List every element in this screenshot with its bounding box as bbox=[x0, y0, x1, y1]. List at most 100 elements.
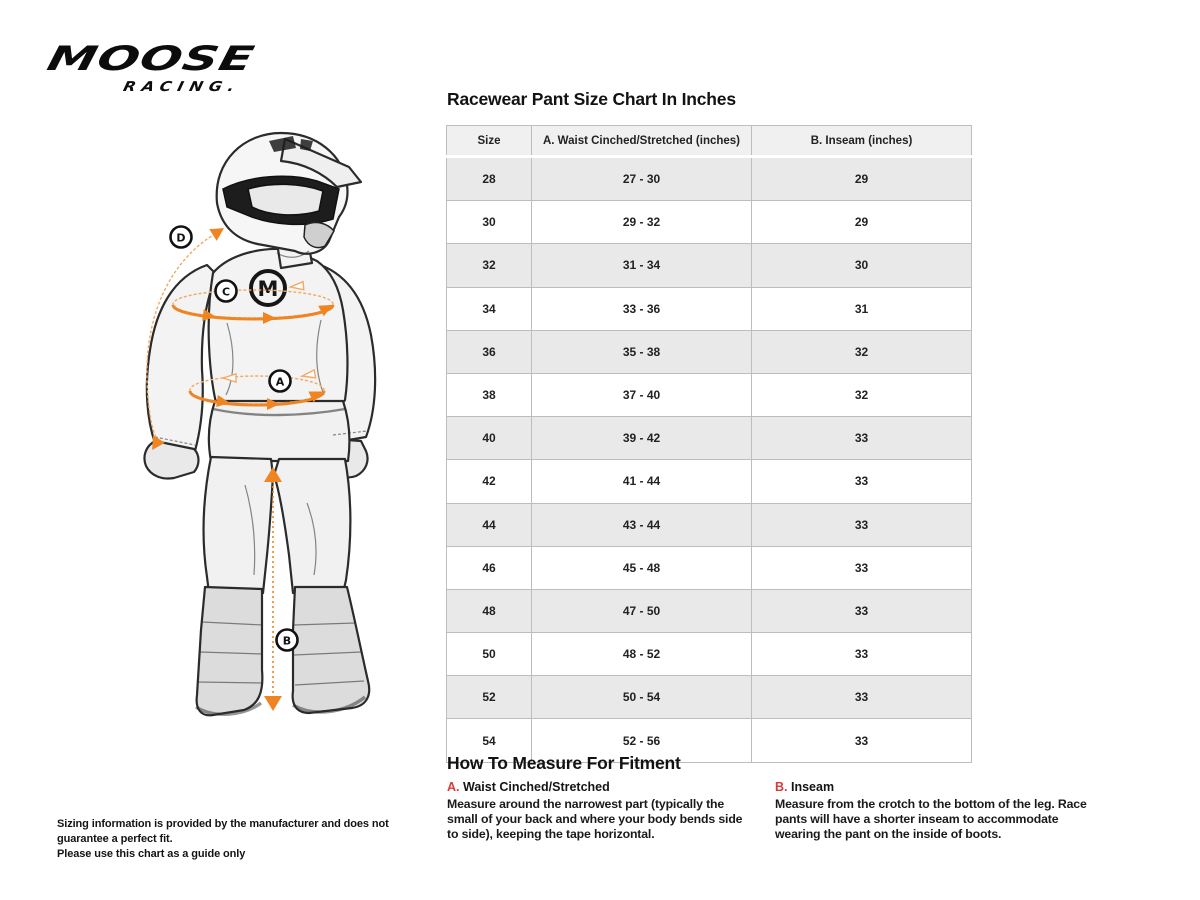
rider-jersey-torso bbox=[207, 247, 349, 409]
marker-a: A bbox=[268, 369, 292, 393]
inseam-cell: 31 bbox=[751, 286, 972, 331]
marker-b-letter: B bbox=[283, 635, 291, 648]
inseam-cell: 33 bbox=[751, 459, 972, 504]
inseam-cell: 33 bbox=[751, 545, 972, 590]
table-row: 40 39 - 42 33 bbox=[446, 416, 972, 461]
column-header-waist: A. Waist Cinched/Stretched (inches) bbox=[531, 125, 752, 158]
jersey-moose-logo-letter: M bbox=[258, 277, 279, 301]
table-row: 48 47 - 50 33 bbox=[446, 588, 972, 634]
waist-cell: 31 - 34 bbox=[531, 243, 752, 288]
table-row: 38 37 - 40 32 bbox=[446, 372, 972, 418]
marker-c-letter: C bbox=[222, 286, 230, 299]
table-row: 54 52 - 56 33 bbox=[446, 718, 972, 763]
disclaimer-line-2: Please use this chart as a guide only bbox=[57, 848, 246, 860]
rider-goggle-lens bbox=[247, 183, 324, 216]
disclaimer: Sizing information is provided by the ma… bbox=[57, 817, 437, 862]
boot-strap-left-2 bbox=[199, 651, 264, 655]
measure-description-b: Measure from the crotch to the bottom of… bbox=[775, 797, 1087, 841]
waist-measure-overlay bbox=[188, 368, 326, 410]
measure-letter-a: A. bbox=[447, 780, 460, 794]
inseam-cell: 33 bbox=[751, 675, 972, 720]
rider-left-leg bbox=[202, 455, 275, 595]
size-cell: 30 bbox=[446, 200, 532, 245]
boot-strap-right-1 bbox=[293, 622, 356, 626]
measure-item-waist-label: A. Waist Cinched/Stretched bbox=[447, 780, 747, 794]
marker-d-letter: D bbox=[176, 232, 185, 245]
rider-pants-hips bbox=[207, 399, 351, 463]
inseam-cell: 32 bbox=[751, 329, 972, 374]
size-cell: 36 bbox=[446, 329, 532, 374]
how-to-measure-title: How To Measure For Fitment bbox=[447, 753, 681, 773]
rider-measurement-illustration: M bbox=[55, 125, 435, 745]
table-row: 42 41 - 44 33 bbox=[446, 459, 972, 504]
waist-cell: 27 - 30 bbox=[531, 155, 752, 202]
table-row: 44 43 - 44 33 bbox=[446, 502, 972, 547]
measure-letter-b: B. bbox=[775, 780, 788, 794]
size-table-body: 28 27 - 30 29 30 29 - 32 29 32 31 - 34 30 34 33 - … bbox=[446, 155, 972, 763]
waist-cell: 41 - 44 bbox=[531, 459, 752, 504]
rider-left-boot bbox=[195, 585, 264, 717]
jersey-collar-seam bbox=[276, 250, 310, 258]
measure-description-a: Measure around the narrowest part (typic… bbox=[447, 797, 743, 841]
boot-strap-left-3 bbox=[197, 681, 262, 684]
size-cell: 38 bbox=[446, 372, 532, 418]
table-row: 36 35 - 38 32 bbox=[446, 329, 972, 374]
size-cell: 46 bbox=[446, 545, 532, 590]
rider-right-leg bbox=[272, 457, 352, 595]
waist-cell: 39 - 42 bbox=[531, 416, 752, 461]
waist-cell: 35 - 38 bbox=[531, 329, 752, 374]
rider-left-glove bbox=[143, 439, 200, 480]
table-row: 52 50 - 54 33 bbox=[446, 675, 972, 720]
cuff-stitch-left bbox=[154, 436, 196, 446]
brand-sub-wordmark: RACING. bbox=[121, 78, 242, 95]
measure-item-inseam: B. Inseam Measure from the crotch to the… bbox=[775, 780, 1087, 841]
brand-wordmark: MOOSE bbox=[43, 39, 259, 79]
rider-figure-svg: M bbox=[143, 131, 377, 717]
waist-cell: 47 - 50 bbox=[531, 588, 752, 634]
table-row: 32 31 - 34 30 bbox=[446, 243, 972, 288]
cuff-stitch-right bbox=[332, 430, 368, 436]
size-chart-table: Size A. Waist Cinched/Stretched (inches)… bbox=[446, 125, 972, 763]
table-row: 46 45 - 48 33 bbox=[446, 545, 972, 590]
table-row: 50 48 - 52 33 bbox=[446, 632, 972, 677]
disclaimer-line-1: Sizing information is provided by the ma… bbox=[57, 818, 389, 845]
waist-cell: 48 - 52 bbox=[531, 632, 752, 677]
waist-cell: 52 - 56 bbox=[531, 718, 752, 763]
boot-strap-left-1 bbox=[201, 621, 264, 626]
waist-cell: 29 - 32 bbox=[531, 200, 752, 245]
size-cell: 50 bbox=[446, 632, 532, 677]
inseam-cell: 33 bbox=[751, 718, 972, 763]
pants-seam-left bbox=[244, 484, 256, 576]
inseam-cell: 33 bbox=[751, 416, 972, 461]
marker-b: B bbox=[275, 628, 299, 652]
size-cell: 32 bbox=[446, 243, 532, 288]
size-cell: 52 bbox=[446, 675, 532, 720]
inseam-cell: 30 bbox=[751, 243, 972, 288]
boot-strap-right-3 bbox=[294, 680, 365, 686]
waist-cell: 33 - 36 bbox=[531, 286, 752, 331]
rider-helmet-peak bbox=[279, 137, 363, 189]
pants-seam-right bbox=[306, 502, 317, 576]
size-cell: 44 bbox=[446, 502, 532, 547]
measure-item-inseam-label: B. Inseam bbox=[775, 780, 1087, 794]
size-cell: 42 bbox=[446, 459, 532, 504]
measure-label-text-b: Inseam bbox=[790, 780, 835, 794]
marker-a-letter: A bbox=[276, 376, 285, 389]
measure-item-waist: A. Waist Cinched/Stretched Measure aroun… bbox=[447, 780, 747, 841]
rider-right-boot bbox=[291, 585, 371, 715]
boot-strap-right-2 bbox=[293, 651, 362, 656]
table-row: 34 33 - 36 31 bbox=[446, 286, 972, 331]
sleeve-measure-overlay bbox=[146, 228, 225, 451]
measure-label-text-a: Waist Cinched/Stretched bbox=[462, 780, 610, 794]
inseam-cell: 29 bbox=[751, 155, 972, 202]
waist-cell: 37 - 40 bbox=[531, 372, 752, 418]
column-header-inseam: B. Inseam (inches) bbox=[751, 125, 972, 158]
size-chart-title: Racewear Pant Size Chart In Inches bbox=[447, 89, 736, 109]
marker-c: C bbox=[214, 279, 238, 303]
inseam-measure-overlay bbox=[264, 467, 282, 711]
jersey-side-seam-left bbox=[225, 322, 234, 396]
size-cell: 48 bbox=[446, 588, 532, 634]
rider-chin-guard bbox=[303, 221, 335, 249]
size-cell: 34 bbox=[446, 286, 532, 331]
